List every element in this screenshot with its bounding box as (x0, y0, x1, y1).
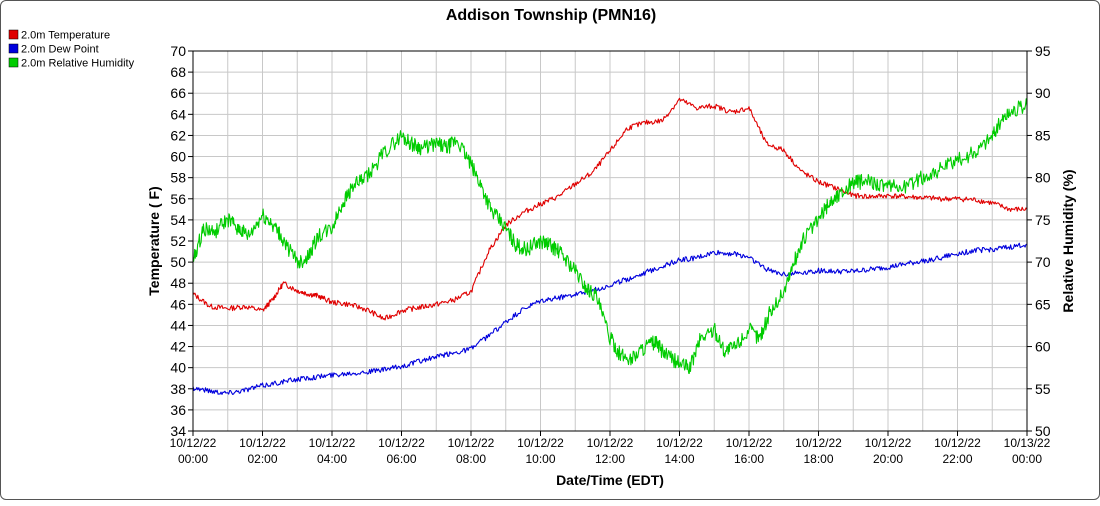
series-line-2-0m-dew-point (192, 242, 1028, 395)
y-left-tick-label: 40 (170, 360, 186, 376)
x-tick-time-label: 12:00 (595, 452, 625, 466)
x-tick-date-label: 10/12/22 (517, 436, 564, 450)
y-right-tick-label: 65 (1035, 296, 1051, 312)
x-tick-date-label: 10/12/22 (170, 436, 217, 450)
legend-swatch-dew-point (8, 43, 19, 54)
x-tick-date-label: 10/12/22 (656, 436, 703, 450)
y-left-tick-label: 42 (170, 339, 186, 355)
y-axis-right-ticks: 50 55 60 65 70 75 80 85 90 95 (1027, 43, 1051, 439)
y-axis-left-ticks: 34 36 38 40 42 44 46 48 50 52 54 56 58 60 62 64 66 68 70 (170, 43, 193, 439)
y-right-tick-label: 50 (1035, 423, 1051, 439)
y-left-tick-label: 52 (170, 233, 186, 249)
legend-label-dew-point: 2.0m Dew Point (21, 44, 99, 56)
y-left-tick-label: 56 (170, 191, 186, 207)
x-tick-time-label: 06:00 (386, 452, 416, 466)
y-left-tick-label: 54 (170, 212, 186, 228)
chart-title: Addison Township (PMN16) (446, 7, 656, 24)
y-left-tick-label: 38 (170, 381, 186, 397)
x-tick-date-label: 10/12/22 (309, 436, 356, 450)
y-right-tick-label: 55 (1035, 381, 1051, 397)
x-tick-date-label: 10/12/22 (795, 436, 842, 450)
y-right-tick-label: 80 (1035, 170, 1051, 186)
y-left-tick-label: 66 (170, 85, 186, 101)
x-tick-time-label: 08:00 (456, 452, 486, 466)
y-right-tick-label: 85 (1035, 127, 1051, 143)
x-axis-ticks: 10/12/22 00:00 10/12/22 02:00 10/12/22 04:00 1… (170, 431, 1051, 466)
x-axis-title: Date/Time (EDT) (556, 472, 664, 488)
legend-swatch-temperature (8, 29, 19, 40)
legend-swatch-relative-humidity (8, 57, 19, 68)
legend: 2.0m Temperature 2.0m Dew Point 2.0m Rel… (8, 29, 135, 70)
x-tick-date-label: 10/12/22 (934, 436, 981, 450)
x-tick-time-label: 02:00 (247, 452, 277, 466)
x-tick-date-label: 10/12/22 (726, 436, 773, 450)
x-tick-time-label: 00:00 (178, 452, 208, 466)
y-axis-right-title: Relative Humidity (%) (1060, 169, 1076, 312)
y-left-tick-label: 62 (170, 127, 186, 143)
y-left-tick-label: 60 (170, 149, 186, 165)
y-left-tick-label: 50 (170, 254, 186, 270)
y-right-tick-label: 70 (1035, 254, 1051, 270)
x-tick-time-label: 00:00 (1012, 452, 1042, 466)
x-tick-date-label: 10/13/22 (1004, 436, 1051, 450)
grid (192, 50, 1028, 432)
y-right-tick-label: 95 (1035, 43, 1051, 59)
x-tick-date-label: 10/12/22 (587, 436, 634, 450)
y-left-tick-label: 36 (170, 402, 186, 418)
x-tick-time-label: 22:00 (942, 452, 972, 466)
x-tick-time-label: 16:00 (734, 452, 764, 466)
y-right-tick-label: 90 (1035, 85, 1051, 101)
x-tick-time-label: 18:00 (803, 452, 833, 466)
x-tick-date-label: 10/12/22 (239, 436, 286, 450)
y-left-tick-label: 70 (170, 43, 186, 59)
y-left-tick-label: 48 (170, 275, 186, 291)
series-line-2-0m-temperature (192, 97, 1028, 321)
series-layer (192, 97, 1028, 395)
x-tick-date-label: 10/12/22 (865, 436, 912, 450)
x-tick-time-label: 04:00 (317, 452, 347, 466)
y-left-tick-label: 58 (170, 170, 186, 186)
legend-label-relative-humidity: 2.0m Relative Humidity (21, 58, 135, 70)
y-left-tick-label: 68 (170, 64, 186, 80)
y-axis-left-title: Temperature ( F) (146, 186, 162, 295)
y-left-tick-label: 64 (170, 106, 186, 122)
y-left-tick-label: 34 (170, 423, 186, 439)
x-tick-time-label: 10:00 (525, 452, 555, 466)
y-right-tick-label: 75 (1035, 212, 1051, 228)
x-tick-date-label: 10/12/22 (448, 436, 495, 450)
y-right-tick-label: 60 (1035, 339, 1051, 355)
y-left-tick-label: 46 (170, 296, 186, 312)
x-tick-time-label: 14:00 (664, 452, 694, 466)
x-tick-time-label: 20:00 (873, 452, 903, 466)
y-left-tick-label: 44 (170, 317, 186, 333)
legend-label-temperature: 2.0m Temperature (21, 30, 110, 42)
x-tick-date-label: 10/12/22 (378, 436, 425, 450)
series-line-2-0m-relative-humidity (192, 98, 1028, 374)
